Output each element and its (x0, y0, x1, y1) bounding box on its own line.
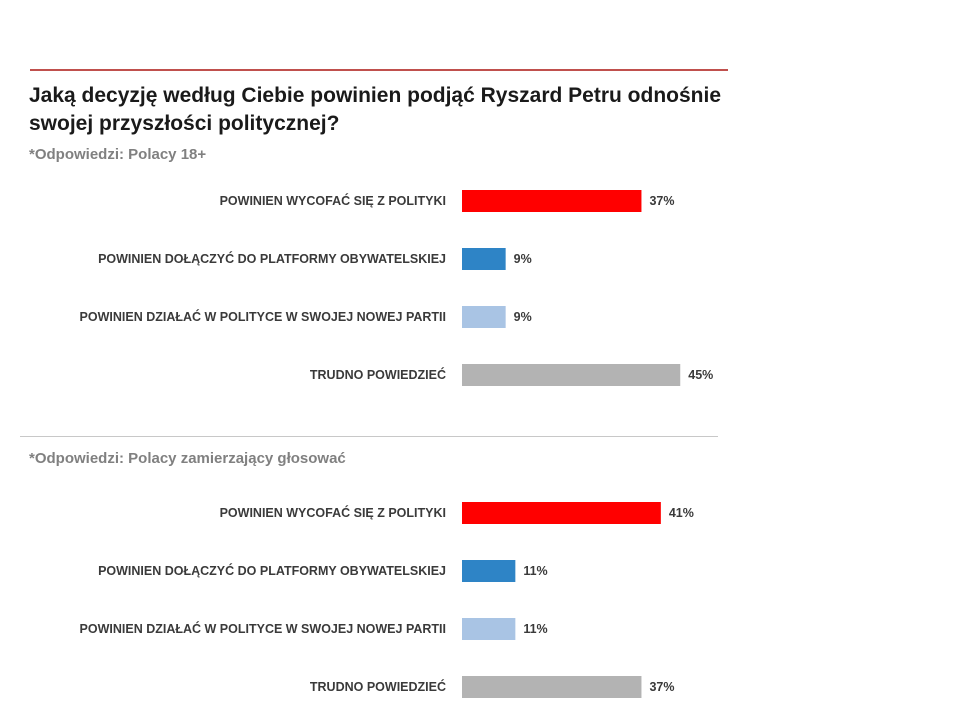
chart-1-subtitle: *Odpowiedzi: Polacy 18+ (29, 146, 207, 163)
value-label-withdraw: 41% (669, 506, 694, 520)
value-label-withdraw: 37% (649, 194, 674, 208)
chart-2-subtitle: *Odpowiedzi: Polacy zamierzający głosowa… (29, 450, 346, 467)
bar-hard-to-say (462, 364, 681, 386)
bar-new-party (462, 306, 506, 328)
category-label-withdraw: POWINIEN WYCOFAĆ SIĘ Z POLITYKI (220, 193, 446, 208)
category-label-new-party: POWINIEN DZIAŁAĆ W POLITYCE W SWOJEJ NOW… (80, 621, 446, 636)
category-label-hard-to-say: TRUDNO POWIEDZIEĆ (310, 679, 446, 694)
section-divider (20, 436, 718, 437)
value-label-join-po: 11% (523, 564, 547, 578)
category-label-hard-to-say: TRUDNO POWIEDZIEĆ (310, 367, 446, 382)
value-label-new-party: 9% (514, 310, 532, 324)
category-label-join-po: POWINIEN DOŁĄCZYĆ DO PLATFORMY OBYWATELS… (98, 251, 446, 266)
top-divider (30, 69, 728, 71)
page-title: Jaką decyzję według Ciebie powinien podj… (29, 84, 722, 135)
category-label-join-po: POWINIEN DOŁĄCZYĆ DO PLATFORMY OBYWATELS… (98, 563, 446, 578)
value-label-hard-to-say: 37% (649, 680, 674, 694)
chart-1-respondents-18-plus: POWINIEN WYCOFAĆ SIĘ Z POLITYKI 37% POWINI… (80, 190, 713, 386)
bar-join-po (462, 560, 516, 582)
category-label-withdraw: POWINIEN WYCOFAĆ SIĘ Z POLITYKI (220, 505, 446, 520)
bar-new-party (462, 618, 516, 640)
value-label-hard-to-say: 45% (688, 368, 713, 382)
value-label-new-party: 11% (523, 622, 547, 636)
value-label-join-po: 9% (514, 252, 532, 266)
chart-2-respondents-voting: POWINIEN WYCOFAĆ SIĘ Z POLITYKI 41% POWINI… (80, 502, 694, 698)
bar-hard-to-say (462, 676, 642, 698)
category-label-new-party: POWINIEN DZIAŁAĆ W POLITYCE W SWOJEJ NOW… (80, 309, 446, 324)
bar-withdraw (462, 190, 642, 212)
bar-withdraw (462, 502, 661, 524)
bar-join-po (462, 248, 506, 270)
